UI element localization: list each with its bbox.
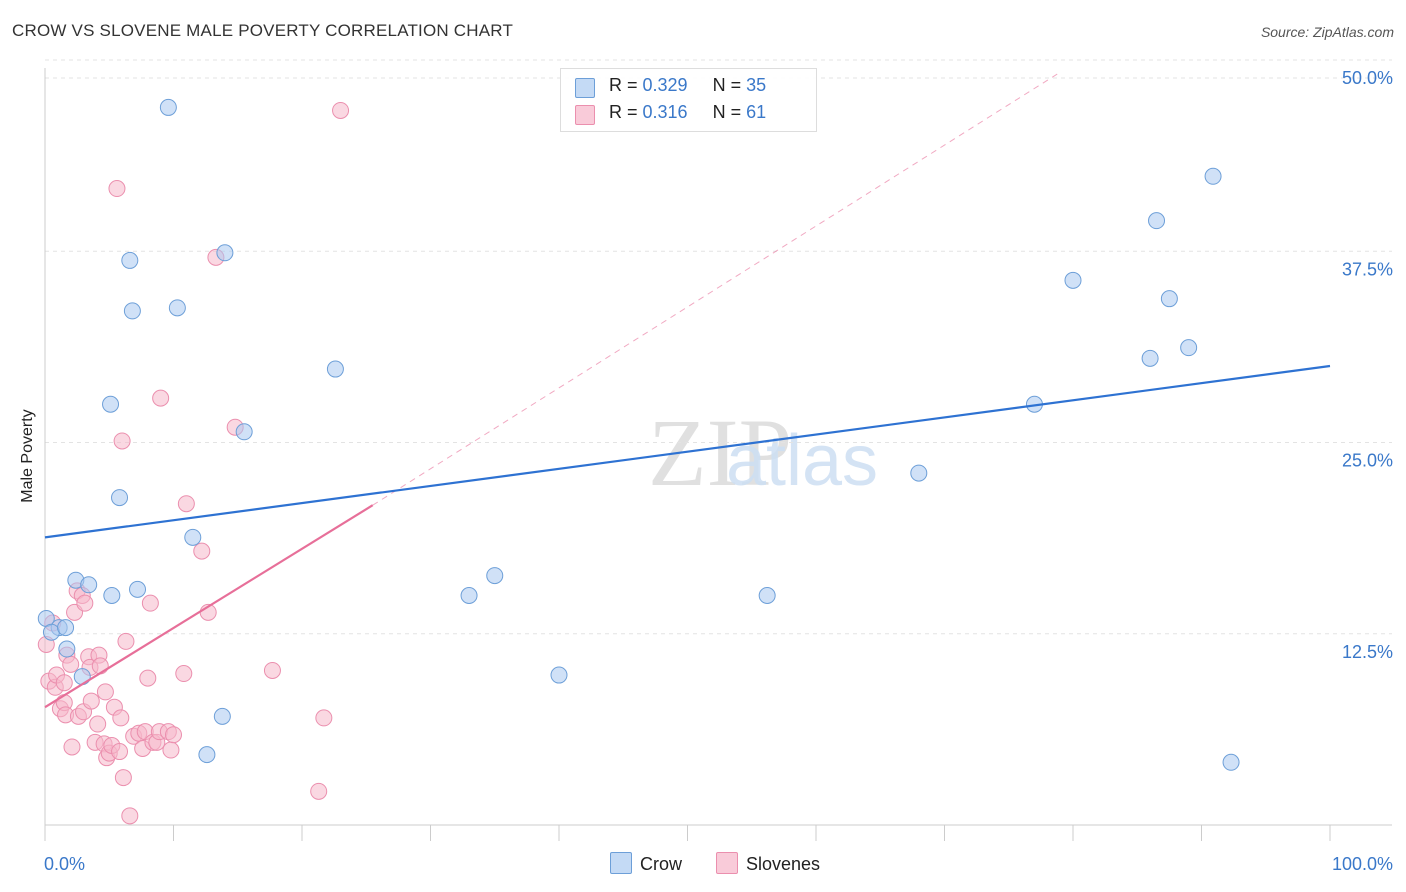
watermark-zip: ZIP <box>648 399 792 506</box>
crow-swatch <box>575 78 595 98</box>
legend-item-crow[interactable]: Crow <box>610 852 682 875</box>
slovenes-point <box>76 594 94 612</box>
legend-row-crow: R = 0.329 N = 35 <box>575 75 767 99</box>
slovenes-n-label: N = <box>712 102 747 122</box>
slovenes-point <box>141 594 159 612</box>
watermark-atlas: atlas <box>726 421 878 501</box>
crow-trend-line <box>44 364 1331 539</box>
crow-point <box>235 423 253 441</box>
slovenes-point <box>117 632 135 650</box>
x-tick-label-min: 0.0% <box>44 854 85 874</box>
y-tick-label-1: 25.0% <box>1342 451 1393 471</box>
crow-point <box>326 360 344 378</box>
legend-item-slovenes[interactable]: Slovenes <box>716 852 820 875</box>
x-tick-label-max: 100.0% <box>1332 854 1393 874</box>
crow-point <box>159 98 177 116</box>
crow-point <box>550 666 568 684</box>
crow-point <box>1222 753 1240 771</box>
axes <box>44 68 1392 841</box>
crow-n-value: 35 <box>746 75 767 95</box>
slovenes-point <box>113 432 131 450</box>
crow-point <box>460 587 478 604</box>
slovenes-trend-extension <box>372 71 1061 506</box>
slovenes-point <box>263 661 281 679</box>
slovenes-point <box>139 669 157 687</box>
y-tick-label-3: 50.0% <box>1342 68 1393 88</box>
slovenes-point <box>165 726 182 744</box>
crow-point <box>198 746 216 764</box>
crow-legend-label: Crow <box>640 854 683 874</box>
crow-point <box>216 244 234 262</box>
crow-point <box>486 567 504 585</box>
slovenes-point <box>111 743 129 761</box>
crow-point <box>73 668 91 686</box>
crow-n-label: N = <box>712 75 747 95</box>
crow-point <box>1160 290 1178 308</box>
crow-point <box>1148 212 1166 230</box>
slovenes-point <box>121 807 139 825</box>
crow-point <box>1064 271 1082 289</box>
slovenes-point <box>193 542 211 560</box>
crow-point <box>184 528 202 546</box>
y-tick-label-0: 12.5% <box>1342 642 1393 662</box>
crow-point <box>213 707 231 725</box>
slovenes-point <box>63 738 81 756</box>
slovenes-legend-label: Slovenes <box>746 854 821 874</box>
slovenes-n-value: 61 <box>746 102 767 122</box>
crow-point <box>58 640 76 658</box>
crow-point <box>121 251 139 269</box>
slovenes-point <box>152 389 170 407</box>
crow-point <box>1141 349 1159 367</box>
slovenes-legend-swatch <box>716 852 738 874</box>
slovenes-point <box>332 101 350 119</box>
slovenes-point <box>114 769 132 787</box>
crow-point <box>758 587 776 604</box>
crow-legend-swatch <box>610 852 632 874</box>
correlation-legend: R = 0.329 N = 35 R = 0.316 N = 61 <box>560 68 817 132</box>
slovenes-r-label: R = <box>609 102 643 122</box>
slovenes-point <box>96 683 114 701</box>
slovenes-point <box>62 655 80 673</box>
crow-r-label: R = <box>609 75 643 95</box>
slovenes-trend-line <box>44 504 374 709</box>
slovenes-r-value: 0.316 <box>642 102 688 122</box>
series-legend: Crow Slovenes <box>0 852 1406 876</box>
x-tick-labels: 0.0% 100.0% <box>44 854 1393 874</box>
crow-point <box>80 576 98 594</box>
slovenes-point <box>162 741 180 759</box>
slovenes-point <box>315 709 333 727</box>
slovenes-point <box>310 782 328 800</box>
slovenes-swatch <box>575 105 595 125</box>
gridlines <box>45 59 1392 635</box>
slovenes-point <box>89 715 107 733</box>
crow-point <box>111 489 129 507</box>
slovenes-point <box>55 674 73 692</box>
crow-point <box>1180 339 1198 357</box>
crow-point <box>910 464 928 482</box>
crow-r-value: 0.329 <box>642 75 688 95</box>
slovenes-point <box>112 709 130 727</box>
crow-point <box>103 587 121 604</box>
crow-series <box>37 98 1240 771</box>
y-tick-labels: 12.5% 25.0% 37.5% 50.0% <box>1342 68 1393 662</box>
trend-lines <box>44 71 1331 709</box>
slovenes-point <box>177 495 195 513</box>
crow-point <box>1204 167 1222 185</box>
crow-point <box>102 395 120 413</box>
crow-point <box>57 619 75 637</box>
crow-point <box>42 623 60 641</box>
slovenes-point <box>82 692 100 710</box>
slovenes-series <box>37 101 350 825</box>
y-tick-label-2: 37.5% <box>1342 259 1393 279</box>
crow-point <box>123 302 141 320</box>
slovenes-point <box>175 665 193 683</box>
chart-title: CROW VS SLOVENE MALE POVERTY CORRELATION… <box>12 21 514 40</box>
source-label: Source: ZipAtlas.com <box>1260 24 1394 40</box>
slovenes-point <box>108 180 126 198</box>
legend-row-slovenes: R = 0.316 N = 61 <box>575 102 767 126</box>
crow-point <box>168 299 186 317</box>
slovenes-point <box>91 657 109 675</box>
crow-point <box>129 580 147 598</box>
